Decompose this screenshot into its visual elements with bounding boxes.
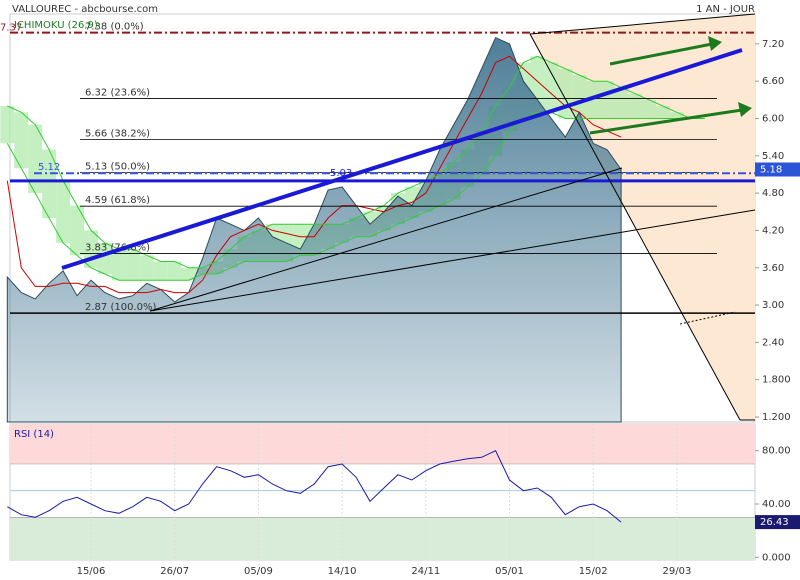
- cloud-segment: [572, 74, 587, 119]
- chart-subtitle: 1 AN - JOUR: [696, 4, 755, 15]
- cloud-segment: [28, 124, 43, 194]
- cloud-segment: [42, 149, 57, 218]
- drawings: [61, 13, 756, 421]
- level-label: 5.03: [330, 168, 352, 179]
- cloud-segment: [628, 93, 643, 119]
- fibonacci-label: 5.66 (38.2%): [85, 129, 150, 140]
- cloud-segment: [181, 267, 196, 281]
- fibonacci-label: 4.59 (61.8%): [85, 195, 150, 206]
- y-tick-label: 5.40: [762, 151, 784, 162]
- x-tick-label: 29/03: [662, 566, 691, 577]
- y-tick-label: 4.20: [762, 225, 784, 236]
- y-tick-label: 6.60: [762, 76, 784, 87]
- cloud-segment: [558, 68, 573, 119]
- cloud-segment: [669, 112, 684, 119]
- series-line: [6, 111, 705, 281]
- arrow-head: [708, 36, 722, 51]
- cloud-segment: [97, 242, 112, 274]
- series-line: [6, 55, 622, 294]
- y-tick-label: 40.00: [762, 499, 791, 510]
- series-line: [7, 450, 622, 523]
- y-tick-label: 4.80: [762, 188, 784, 199]
- fibonacci-label: 3.83 (76.6%): [85, 242, 150, 253]
- cloud-segment: [139, 255, 154, 281]
- last-value-label: 26.43: [760, 517, 789, 528]
- overbought-zone: [10, 424, 755, 464]
- y-tick-label: 3.00: [762, 300, 784, 311]
- last-value-box: [755, 162, 800, 177]
- cloud-segment: [614, 87, 629, 119]
- last-value-box: [755, 515, 800, 530]
- fibonacci-label: 5.13 (50.0%): [85, 162, 150, 173]
- cloud-segment: [56, 180, 71, 243]
- cloud-segment: [111, 249, 126, 281]
- y-tick-label: 80.00: [762, 446, 791, 457]
- trend-line: [529, 33, 741, 421]
- legend-entry: ICHIMOKU (26,9): [14, 20, 98, 31]
- arrow: [589, 108, 743, 135]
- cloud-segment: [167, 261, 182, 281]
- y-tick-label: 1.800: [762, 375, 791, 386]
- level-label: 5.12: [38, 162, 60, 173]
- trend-line: [529, 13, 756, 35]
- cloud-segment: [586, 81, 601, 119]
- cloud-segment: [600, 81, 615, 119]
- fibonacci-label: 7.38 (0.0%): [85, 22, 144, 33]
- x-tick-label: 05/01: [495, 566, 524, 577]
- x-tick-label: 14/10: [328, 566, 357, 577]
- x-tick-label: 15/06: [77, 566, 106, 577]
- trend-line: [149, 167, 623, 312]
- y-tick-label: 6.00: [762, 113, 784, 124]
- level-label: 7.37: [0, 22, 22, 33]
- price-area: [6, 36, 622, 423]
- y-tick-label: 0.000: [762, 552, 791, 563]
- cloud-segment: [14, 112, 29, 169]
- rsi-title: RSI (14): [14, 429, 54, 440]
- cloud-segment: [125, 249, 140, 281]
- fibonacci-label: 6.32 (23.6%): [85, 88, 150, 99]
- y-tick-label: 7.20: [762, 39, 784, 50]
- trend-line: [679, 311, 736, 325]
- cloud-segment: [655, 106, 670, 119]
- x-tick-label: 15/02: [579, 566, 608, 577]
- arrow-head: [738, 102, 752, 117]
- x-tick-label: 26/07: [160, 566, 189, 577]
- cloud-segment: [642, 99, 656, 119]
- plot-layer: 15/06 26/07 05/09 14/10 24/11 05/01 15/02 29/03…: [0, 22, 800, 577]
- cloud-segment: [153, 261, 168, 281]
- fibonacci-label: 2.87 (100.0%): [85, 302, 156, 313]
- y-tick-label: 1.200: [762, 412, 791, 423]
- y-tick-label: 3.60: [762, 263, 784, 274]
- cloud-segment: [0, 106, 15, 144]
- last-value-label: 5.18: [760, 164, 782, 175]
- x-tick-label: 05/09: [244, 566, 273, 577]
- arrow: [609, 42, 713, 66]
- x-tick-label: 24/11: [411, 566, 440, 577]
- chart-title: VALLOUREC - abcbourse.com: [12, 4, 158, 15]
- oversold-zone: [10, 517, 755, 560]
- cloud-segment: [70, 205, 85, 256]
- trend-line: [149, 209, 756, 312]
- blue-trend-line: [61, 48, 743, 270]
- y-tick-label: 2.40: [762, 337, 784, 348]
- cloud-segment: [544, 62, 559, 113]
